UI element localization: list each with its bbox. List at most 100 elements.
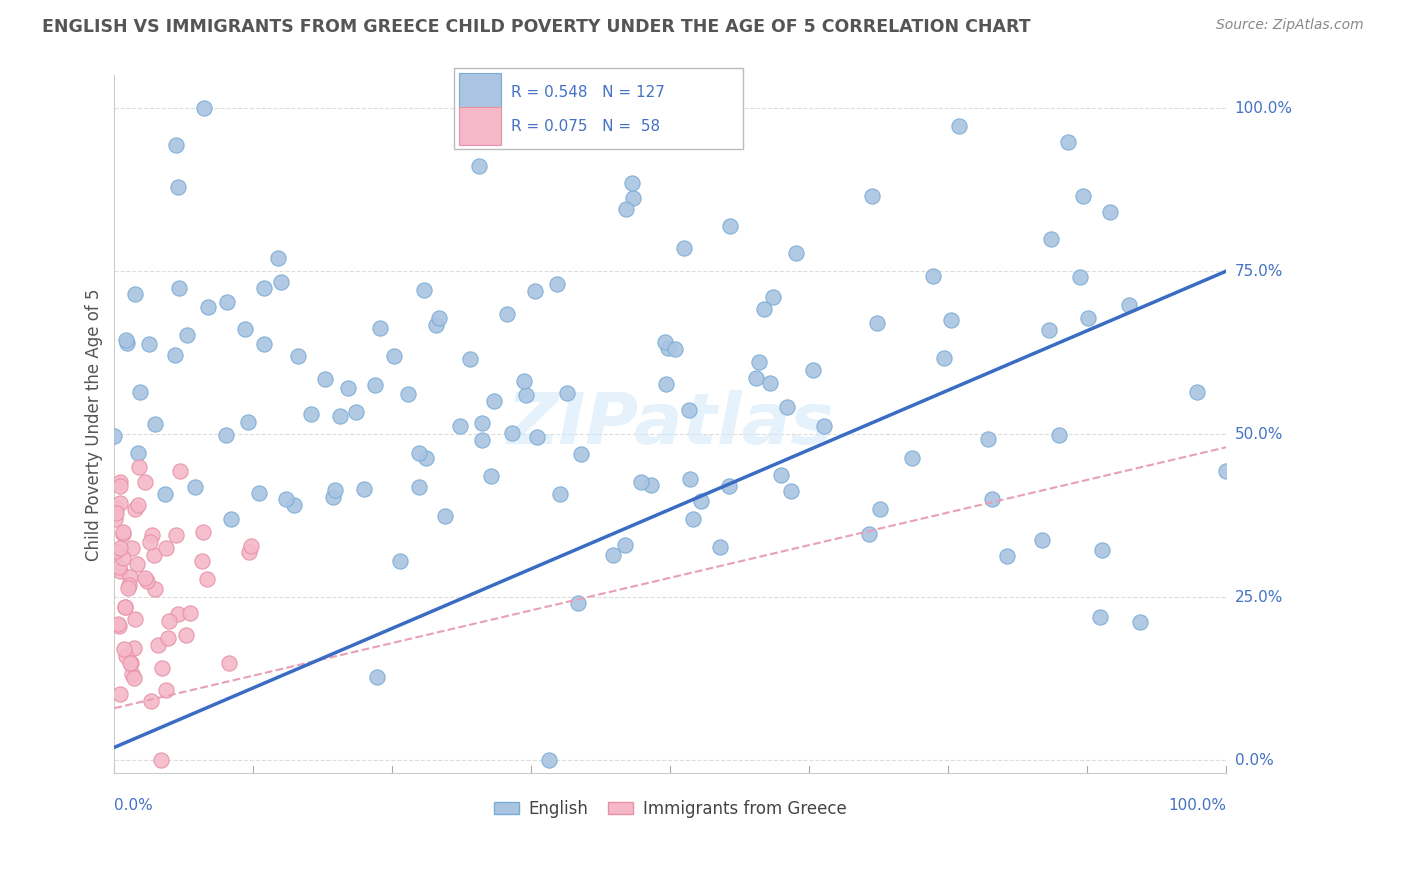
Text: 100.0%: 100.0% <box>1168 798 1226 814</box>
Point <box>117 581 139 595</box>
Point <box>214 427 236 442</box>
Point <box>169 464 191 478</box>
Point <box>156 631 179 645</box>
Point <box>523 284 546 298</box>
Point <box>141 693 163 707</box>
Point <box>104 501 127 516</box>
Point <box>515 388 537 402</box>
Point <box>124 611 146 625</box>
Point <box>745 370 768 384</box>
Point <box>299 407 322 421</box>
Point <box>621 191 644 205</box>
Point <box>274 491 297 506</box>
Point <box>166 180 188 194</box>
Point <box>112 524 135 539</box>
Point <box>939 313 962 327</box>
Point <box>141 527 163 541</box>
Point <box>1071 189 1094 203</box>
Point <box>1088 610 1111 624</box>
Text: 100.0%: 100.0% <box>1234 101 1292 115</box>
Point <box>977 432 1000 446</box>
Point <box>567 596 589 610</box>
Point <box>538 753 561 767</box>
Point <box>408 480 430 494</box>
Point <box>197 300 219 314</box>
Point <box>995 549 1018 563</box>
Point <box>118 656 141 670</box>
Point <box>104 544 127 558</box>
Text: R = 0.548   N = 127: R = 0.548 N = 127 <box>512 85 665 100</box>
Point <box>247 485 270 500</box>
Point <box>709 540 731 554</box>
Point <box>614 202 637 216</box>
Point <box>526 430 548 444</box>
Point <box>236 415 259 429</box>
Point <box>620 177 643 191</box>
Point <box>153 487 176 501</box>
Point <box>134 571 156 585</box>
Point <box>1047 427 1070 442</box>
Point <box>122 641 145 656</box>
Point <box>664 342 686 356</box>
Point <box>752 302 775 317</box>
Point <box>364 378 387 392</box>
Point <box>546 277 568 291</box>
FancyBboxPatch shape <box>460 73 502 111</box>
Point <box>143 582 166 596</box>
Point <box>128 459 150 474</box>
Point <box>1129 615 1152 630</box>
Point <box>239 539 262 553</box>
Point <box>150 753 173 767</box>
Point <box>1099 205 1122 219</box>
Point <box>775 401 797 415</box>
Point <box>112 527 135 541</box>
Point <box>690 493 713 508</box>
Point <box>427 311 450 326</box>
Point <box>124 502 146 516</box>
Point <box>1056 135 1078 149</box>
Point <box>283 499 305 513</box>
Point <box>866 316 889 330</box>
Point <box>138 337 160 351</box>
Point <box>389 554 412 568</box>
Point <box>434 508 457 523</box>
Point <box>655 377 678 392</box>
Point <box>1039 231 1062 245</box>
Point <box>602 548 624 562</box>
Point <box>366 670 388 684</box>
Point <box>1215 464 1237 478</box>
Point <box>717 479 740 493</box>
Point <box>557 386 579 401</box>
Point <box>344 405 367 419</box>
Point <box>114 600 136 615</box>
Point <box>127 558 149 572</box>
Point <box>110 541 132 556</box>
Point <box>219 512 242 526</box>
Text: ENGLISH VS IMMIGRANTS FROM GREECE CHILD POVERTY UNDER THE AGE OF 5 CORRELATION C: ENGLISH VS IMMIGRANTS FROM GREECE CHILD … <box>42 18 1031 36</box>
Point <box>117 336 139 351</box>
Point <box>112 641 135 656</box>
Point <box>105 507 128 521</box>
Point <box>139 534 162 549</box>
Point <box>215 294 238 309</box>
Point <box>801 363 824 377</box>
Point <box>678 403 700 417</box>
Point <box>323 483 346 497</box>
Point <box>166 607 188 622</box>
Text: 0.0%: 0.0% <box>114 798 153 814</box>
Text: 50.0%: 50.0% <box>1234 426 1282 442</box>
Point <box>512 374 534 388</box>
Text: R = 0.075   N =  58: R = 0.075 N = 58 <box>512 119 661 134</box>
Point <box>179 606 201 620</box>
Point <box>640 477 662 491</box>
Point <box>1069 269 1091 284</box>
Point <box>780 483 803 498</box>
Point <box>142 549 165 563</box>
Point <box>191 525 214 540</box>
Point <box>134 475 156 489</box>
Point <box>654 334 676 349</box>
Point <box>718 219 741 233</box>
Point <box>413 283 436 297</box>
Point <box>174 628 197 642</box>
Point <box>471 434 494 448</box>
